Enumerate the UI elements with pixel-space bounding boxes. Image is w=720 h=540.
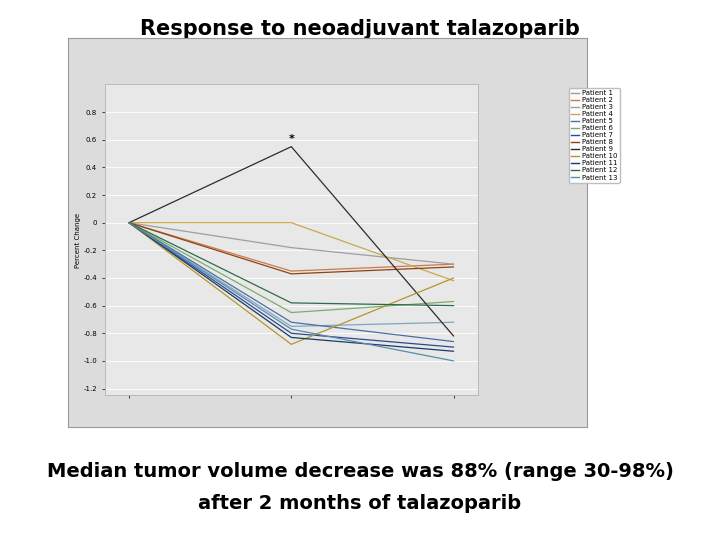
Legend: Patient 1, Patient 2, Patient 3, Patient 4, Patient 5, Patient 6, Patient 7, Pat: Patient 1, Patient 2, Patient 3, Patient…: [569, 88, 620, 183]
Text: 1 month: 1 month: [266, 415, 318, 425]
Text: *: *: [289, 134, 294, 144]
Text: after 2 months of talazoparib: after 2 months of talazoparib: [199, 494, 521, 513]
Text: % change in each patient at baseline, then 1 and 2 months of Talazoparib: % change in each patient at baseline, th…: [110, 382, 370, 388]
Text: Baseline: Baseline: [78, 415, 131, 425]
Text: % Change in Tumor Volume per Patient: % Change in Tumor Volume per Patient: [153, 70, 318, 79]
Y-axis label: Percent Change: Percent Change: [75, 212, 81, 267]
Text: * Initial protocol specifications were for response by bi-dimensional measuremen: * Initial protocol specifications were f…: [110, 400, 451, 406]
Text: Median tumor volume decrease was 88% (range 30-98%): Median tumor volume decrease was 88% (ra…: [47, 462, 673, 481]
Text: Response to neoadjuvant talazoparib: Response to neoadjuvant talazoparib: [140, 19, 580, 39]
Text: measurements were performed for each patient at each visit: measurements were performed for each pat…: [110, 411, 323, 417]
Text: 2 months: 2 months: [449, 415, 507, 425]
